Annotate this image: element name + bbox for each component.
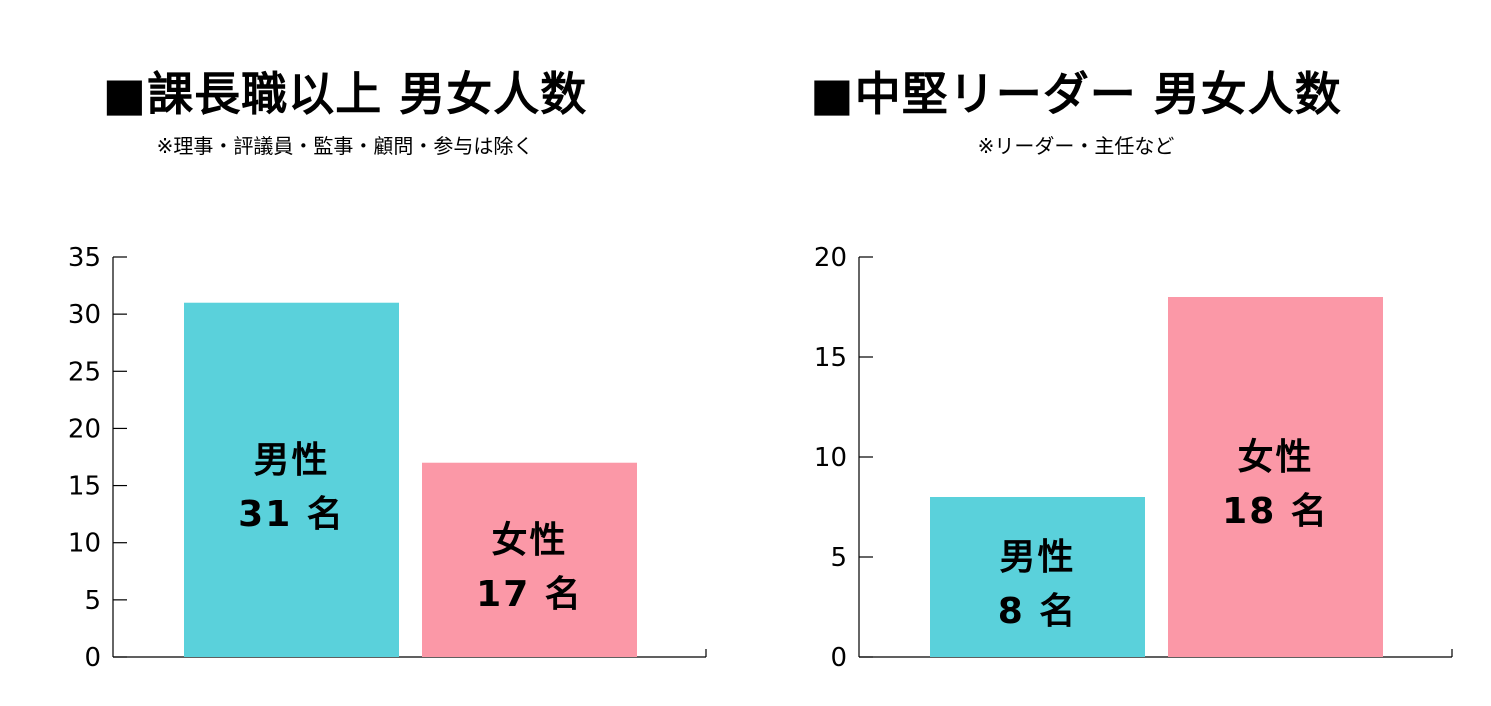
bar-category-label: 女性: [1237, 437, 1313, 478]
bar: [1168, 297, 1383, 657]
y-tick-label: 0: [84, 643, 101, 673]
chart-subtitle: ※理事・評議員・監事・顧問・参与は除く: [156, 134, 534, 158]
chart-panel-mid-leaders: ■中堅リーダー 男女人数 ※リーダー・主任など 0 5 10 15 20 男性 8 名 女性 1…: [746, 0, 1491, 706]
chart-subtitle: ※リーダー・主任など: [977, 134, 1175, 158]
bar-value-label: 17 名: [476, 574, 583, 615]
bar: [930, 497, 1145, 657]
y-tick-label: 30: [68, 300, 101, 330]
bar-category-label: 女性: [491, 520, 567, 561]
y-tick-label: 0: [830, 643, 847, 673]
bar: [184, 302, 399, 657]
chart-panel-managers: ■課長職以上 男女人数 ※理事・評議員・監事・顧問・参与は除く 0 5 10 15 20…: [0, 0, 745, 706]
y-tick-label: 20: [68, 414, 101, 444]
y-tick-label: 10: [68, 529, 101, 559]
chart-title: ■課長職以上 男女人数: [102, 67, 588, 121]
bar-category-label: 男性: [999, 537, 1075, 578]
y-tick-label: 35: [68, 243, 101, 273]
bar: [422, 462, 637, 657]
chart-title: ■中堅リーダー 男女人数: [810, 67, 1342, 121]
y-tick-label: 5: [84, 586, 101, 616]
y-tick-label: 20: [814, 243, 847, 273]
bar-category-label: 男性: [253, 440, 329, 481]
y-tick-label: 15: [814, 343, 847, 373]
bar-chart: 0 5 10 15 20 男性 8 名 女性 18 名: [814, 243, 1453, 673]
y-tick-label: 25: [68, 357, 101, 387]
bar-value-label: 31 名: [238, 494, 345, 535]
bar-value-label: 18 名: [1222, 491, 1329, 532]
y-tick-label: 10: [814, 443, 847, 473]
bar-chart: 0 5 10 15 20 25 30 35 男性 31 名女性 17 名: [68, 243, 707, 673]
bar-value-label: 8 名: [998, 591, 1078, 632]
y-tick-label: 5: [830, 543, 847, 573]
y-tick-label: 15: [68, 472, 101, 502]
